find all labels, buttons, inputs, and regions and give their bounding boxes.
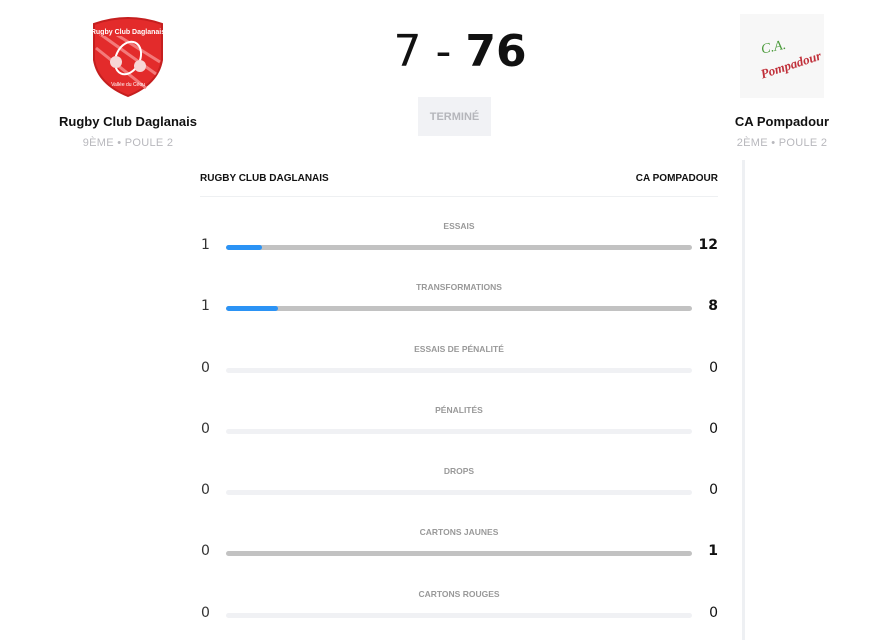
away-team-name[interactable]: CA Pompadour <box>734 114 830 129</box>
stat-label: PÉNALITÉS <box>435 404 483 415</box>
stat-label: CARTONS ROUGES <box>418 588 500 599</box>
away-team: C.A. Pompadour CA Pompadour 2ÈME • POULE… <box>682 0 880 149</box>
away-score: 76 <box>465 26 527 77</box>
stat-label: TRANSFORMATIONS <box>416 282 502 293</box>
home-team-rank: 9ÈME • POULE 2 <box>82 137 174 149</box>
stat-row: DROPS 0 0 <box>200 442 718 503</box>
match-status-badge: TERMINÉ <box>418 97 491 136</box>
stat-bar <box>226 428 692 434</box>
stat-away-value: 1 <box>708 543 718 560</box>
stat-home-value: 0 <box>201 543 210 560</box>
stat-away-value: 12 <box>698 237 718 253</box>
stat-bar <box>226 367 692 373</box>
stats-away-team: CA POMPADOUR <box>635 172 718 184</box>
match-stats: RUGBY CLUB DAGLANAIS CA POMPADOUR ESSAIS… <box>200 160 718 626</box>
stat-label: ESSAIS <box>443 221 475 231</box>
stat-away-value: 0 <box>709 604 718 621</box>
stat-home-value: 0 <box>201 604 210 621</box>
stat-home-value: 1 <box>201 298 210 315</box>
stat-home-value: 1 <box>201 237 210 253</box>
stat-bar <box>226 490 692 496</box>
stat-bar <box>226 551 692 557</box>
stat-row: PÉNALITÉS 0 0 <box>200 381 718 442</box>
stat-bar <box>226 245 692 250</box>
away-team-rank: 2ÈME • POULE 2 <box>736 137 828 149</box>
stat-bar <box>226 306 692 312</box>
stat-bar-fill <box>226 306 278 312</box>
stats-header: RUGBY CLUB DAGLANAIS CA POMPADOUR <box>200 160 718 197</box>
home-team-name[interactable]: Rugby Club Daglanais <box>59 114 197 129</box>
scoreboard: 7 - 76 <box>380 26 540 77</box>
stat-bar <box>226 612 692 618</box>
stat-label: CARTONS JAUNES <box>419 527 499 538</box>
stat-row: ESSAIS 1 12 <box>200 197 718 258</box>
home-team: Rugby Club Daglanais Vallée du Céou Rugb… <box>28 0 228 149</box>
stat-away-value: 0 <box>709 482 718 499</box>
stat-away-value: 0 <box>709 420 718 437</box>
stat-home-value: 0 <box>201 482 210 499</box>
svg-text:C.A.: C.A. <box>760 38 787 58</box>
stat-label: ESSAIS DE PÉNALITÉ <box>414 343 504 354</box>
svg-text:Rugby Club Daglanais: Rugby Club Daglanais <box>91 29 165 36</box>
score-separator: - <box>435 26 452 77</box>
stat-row: CARTONS ROUGES 0 0 <box>200 565 718 626</box>
stat-away-value: 8 <box>708 298 718 315</box>
stat-away-value: 0 <box>709 359 718 376</box>
stat-row: ESSAIS DE PÉNALITÉ 0 0 <box>200 320 718 381</box>
stat-bar-fill <box>226 245 262 250</box>
stat-row: CARTONS JAUNES 0 1 <box>200 503 718 564</box>
stat-label: DROPS <box>443 466 475 477</box>
home-score: 7 <box>393 26 422 77</box>
away-team-logo[interactable]: C.A. Pompadour <box>740 14 824 98</box>
stat-row: TRANSFORMATIONS 1 8 <box>200 258 718 319</box>
scrollbar-track[interactable] <box>742 160 745 640</box>
stat-home-value: 0 <box>201 420 210 437</box>
stats-home-team: RUGBY CLUB DAGLANAIS <box>200 172 329 184</box>
svg-text:Vallée du Céou: Vallée du Céou <box>111 82 145 88</box>
stat-home-value: 0 <box>201 359 210 376</box>
home-team-logo[interactable]: Rugby Club Daglanais Vallée du Céou <box>86 14 170 98</box>
